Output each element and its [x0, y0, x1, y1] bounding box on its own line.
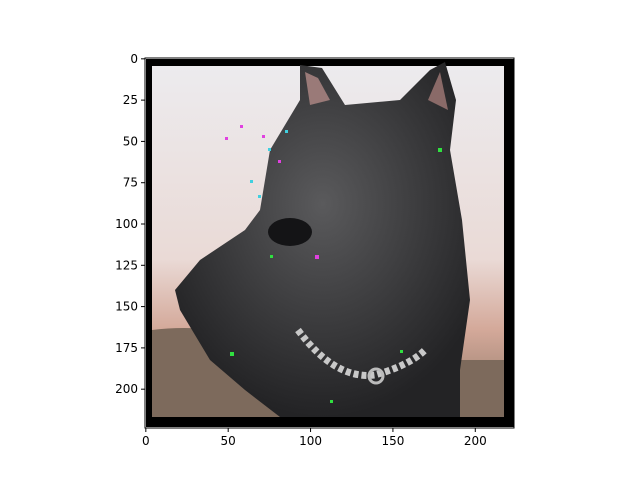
nose: [268, 218, 312, 246]
collar-ring: [367, 367, 385, 385]
x-tick-label: 0: [142, 434, 150, 448]
y-tick-label: 50: [123, 134, 138, 148]
x-tick-label: 200: [464, 434, 487, 448]
axes-frame: [144, 57, 515, 429]
ear-inner: [305, 72, 330, 105]
y-tick-label: 175: [115, 341, 138, 355]
y-tick-label: 0: [130, 52, 138, 66]
noise: [230, 148, 442, 403]
y-tick-label: 150: [115, 300, 138, 314]
y-tick-label: 75: [123, 176, 138, 190]
y-tick-label: 125: [115, 258, 138, 272]
y-tick-label: 100: [115, 217, 138, 231]
y-tick-label: 200: [115, 382, 138, 396]
x-tick-label: 100: [299, 434, 322, 448]
noise: [225, 125, 319, 259]
image: [146, 59, 514, 427]
x-tick-label: 150: [381, 434, 404, 448]
noise: [250, 130, 288, 198]
y-tick-label: 25: [123, 93, 138, 107]
x-tick-label: 50: [221, 434, 236, 448]
dog: [175, 62, 470, 417]
ear-inner: [428, 72, 448, 110]
